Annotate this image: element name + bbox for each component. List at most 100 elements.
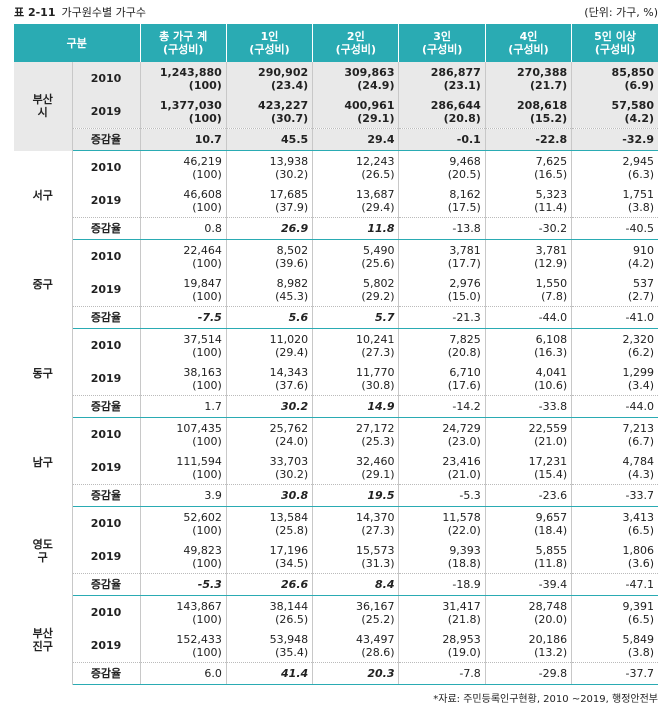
table-row: 2019 1,377,030 (100) 423,227 (30.7) 400,961 (2… <box>14 95 658 129</box>
data-cell: 208,618 (15.2) <box>485 95 573 129</box>
cell-value: 10.7 <box>194 133 222 146</box>
cell-value: 107,435 <box>176 421 222 435</box>
data-cell: -40.5 <box>571 217 658 240</box>
cell-value: (3.4) <box>627 378 654 392</box>
cell-value: (31.3) <box>361 556 395 570</box>
cell-value: 14,370 <box>355 510 395 524</box>
data-cell: 6,710 (17.6) <box>398 362 486 396</box>
cell-value: (24.0) <box>275 434 309 448</box>
cell-value: 46,219 <box>183 154 222 168</box>
cell-value: (100) <box>192 467 222 481</box>
row-label: 2019 <box>72 184 141 218</box>
cell-value: 11,578 <box>442 510 481 524</box>
cell-value: -33.8 <box>538 400 568 413</box>
data-cell: 5,849 (3.8) <box>572 629 658 663</box>
header: 표 2-11 가구원수별 가구수 (단위: 가구, %) <box>14 4 658 20</box>
cell-value: -33.7 <box>625 489 654 502</box>
cell-value: 1,550 <box>535 276 568 290</box>
region-cell: 동구 <box>14 328 73 418</box>
cell-value: (100) <box>192 378 222 392</box>
cell-value: 2,320 <box>622 332 655 346</box>
cell-value: 8,502 <box>276 243 309 257</box>
row-label: 증감율 <box>72 128 141 151</box>
table-label: 표 2-11 <box>14 6 56 19</box>
data-cell: 53,948 (35.4) <box>226 629 314 663</box>
data-cell: 8,162 (17.5) <box>398 184 486 218</box>
data-cell: -21.3 <box>398 306 486 329</box>
cell-value: 15,573 <box>355 543 395 557</box>
cell-value: (21.0) <box>447 467 481 481</box>
cell-value: (4.2) <box>627 256 654 270</box>
row-label: 증감율 <box>72 662 141 685</box>
cell-value: 28,953 <box>442 632 481 646</box>
cell-value: (6.9) <box>624 78 654 92</box>
cell-value: (16.5) <box>534 167 568 181</box>
data-cell: 2,976 (15.0) <box>398 273 486 307</box>
cell-value: 27,172 <box>355 421 395 435</box>
table-row: 증감율 -5.3 26.6 8.4 -18.9 -39.4 -47.1 <box>14 573 658 596</box>
data-cell: 11.8 <box>312 217 400 240</box>
cell-value: -47.1 <box>625 578 654 591</box>
cell-value: 85,850 <box>611 65 654 79</box>
data-cell: -33.8 <box>485 395 573 418</box>
data-cell: 23,416 (21.0) <box>398 451 486 485</box>
cell-value: (6.7) <box>627 434 654 448</box>
cell-value: -18.9 <box>452 578 481 591</box>
row-label: 2019 <box>72 451 141 485</box>
data-cell: 33,703 (30.2) <box>226 451 314 485</box>
cell-value: -22.8 <box>535 133 568 146</box>
data-cell: 6.0 <box>140 662 227 685</box>
source-note: *자료: 주민등록인구현황, 2010 ~2019, 행정안전부 <box>433 694 658 705</box>
cell-value: (4.2) <box>624 111 654 125</box>
cell-value: -30.2 <box>538 222 568 235</box>
header-text: 구분 <box>66 36 87 50</box>
cell-value: 4,041 <box>535 365 568 379</box>
cell-value: 17,685 <box>269 187 309 201</box>
header-text: 총 가구 계 <box>159 30 208 43</box>
data-cell: 5,855 (11.8) <box>485 540 573 574</box>
cell-value: 7,825 <box>449 332 481 346</box>
table-title: 가구원수별 가구수 <box>61 6 146 19</box>
data-cell: 85,850 (6.9) <box>571 62 658 95</box>
cell-value: (29.1) <box>361 467 395 481</box>
cell-value: 290,902 <box>258 65 309 79</box>
data-cell: 1,806 (3.6) <box>572 540 658 574</box>
row-label: 2019 <box>72 362 141 396</box>
cell-value: (23.4) <box>270 78 309 92</box>
cell-value: (6.5) <box>627 523 654 537</box>
cell-value: 22,559 <box>528 421 568 435</box>
cell-value: 208,618 <box>517 98 568 112</box>
data-cell: -18.9 <box>398 573 486 596</box>
table-row: 2019 49,823 (100) 17,196 (34.5) 15,573 (31.3) 9… <box>14 540 658 574</box>
region-name: 영도구 <box>32 538 53 564</box>
region-name: 중구 <box>32 277 53 291</box>
table-row: 2019 111,594 (100) 33,703 (30.2) 32,460 (29.1)… <box>14 451 658 485</box>
header-text: (구성비) <box>162 43 204 56</box>
data-cell: 107,435 (100) <box>140 417 227 451</box>
data-cell: 4,041 (10.6) <box>485 362 573 396</box>
cell-value: 0.8 <box>204 222 222 235</box>
cell-value: (18.4) <box>534 523 568 537</box>
household-table: 구분 총 가구 계 (구성비) 1인 (구성비) 2인 (구성비) 3인 (구성비) 4인 (구성비… <box>14 24 658 685</box>
column-header: 5인 이상 (구성비) <box>571 24 658 62</box>
cell-value: (100) <box>188 111 222 125</box>
data-cell: 13,584 (25.8) <box>226 506 314 540</box>
data-cell: 111,594 (100) <box>140 451 227 485</box>
cell-value: 19.5 <box>367 489 395 502</box>
data-cell: 5,490 (25.6) <box>312 239 400 273</box>
table-row: 증감율 0.8 26.9 11.8 -13.8 -30.2 -40.5 <box>14 217 658 240</box>
cell-value: 17,231 <box>528 454 568 468</box>
cell-value: 11,020 <box>269 332 309 346</box>
cell-value: (25.8) <box>275 523 309 537</box>
data-cell: 17,685 (37.9) <box>226 184 314 218</box>
data-cell: 423,227 (30.7) <box>226 95 314 129</box>
row-label: 2019 <box>72 95 141 129</box>
cell-value: 537 <box>633 276 654 290</box>
header-text: 1인 <box>260 30 279 43</box>
cell-value: -5.3 <box>459 489 481 502</box>
data-cell: -14.2 <box>398 395 486 418</box>
cell-value: (6.2) <box>627 345 654 359</box>
cell-value: (15.4) <box>534 467 568 481</box>
cell-value: (30.7) <box>270 111 309 125</box>
cell-value: (12.9) <box>534 256 568 270</box>
